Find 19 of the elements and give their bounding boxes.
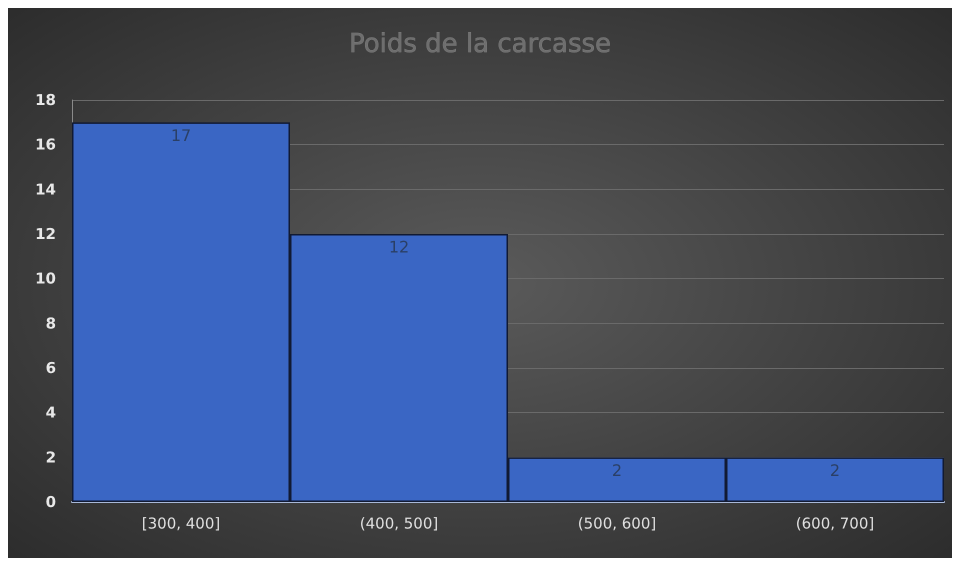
data-label: 12 bbox=[388, 238, 410, 256]
x-tick-label: (400, 500] bbox=[360, 514, 438, 532]
data-label: 17 bbox=[170, 126, 192, 145]
x-tick-label: (600, 700] bbox=[796, 514, 874, 532]
y-tick-label: 8 bbox=[46, 314, 56, 332]
data-label: 2 bbox=[830, 460, 840, 480]
y-tick-label: 16 bbox=[35, 136, 56, 154]
x-tick-label: [300, 400] bbox=[142, 514, 220, 532]
y-tick-label: 6 bbox=[46, 359, 56, 377]
y-tick-label: 12 bbox=[35, 225, 56, 243]
x-tick-label: (500, 600] bbox=[578, 514, 656, 532]
y-tick-label: 14 bbox=[35, 180, 56, 198]
y-tick-label: 2 bbox=[46, 448, 56, 466]
y-tick-label: 4 bbox=[46, 404, 56, 422]
chart-title: Poids de la carcasse bbox=[348, 29, 612, 59]
y-tick-label: 18 bbox=[35, 91, 56, 109]
data-label: 2 bbox=[612, 460, 622, 480]
y-tick-label: 0 bbox=[46, 493, 56, 511]
y-tick-label: 10 bbox=[35, 270, 56, 288]
